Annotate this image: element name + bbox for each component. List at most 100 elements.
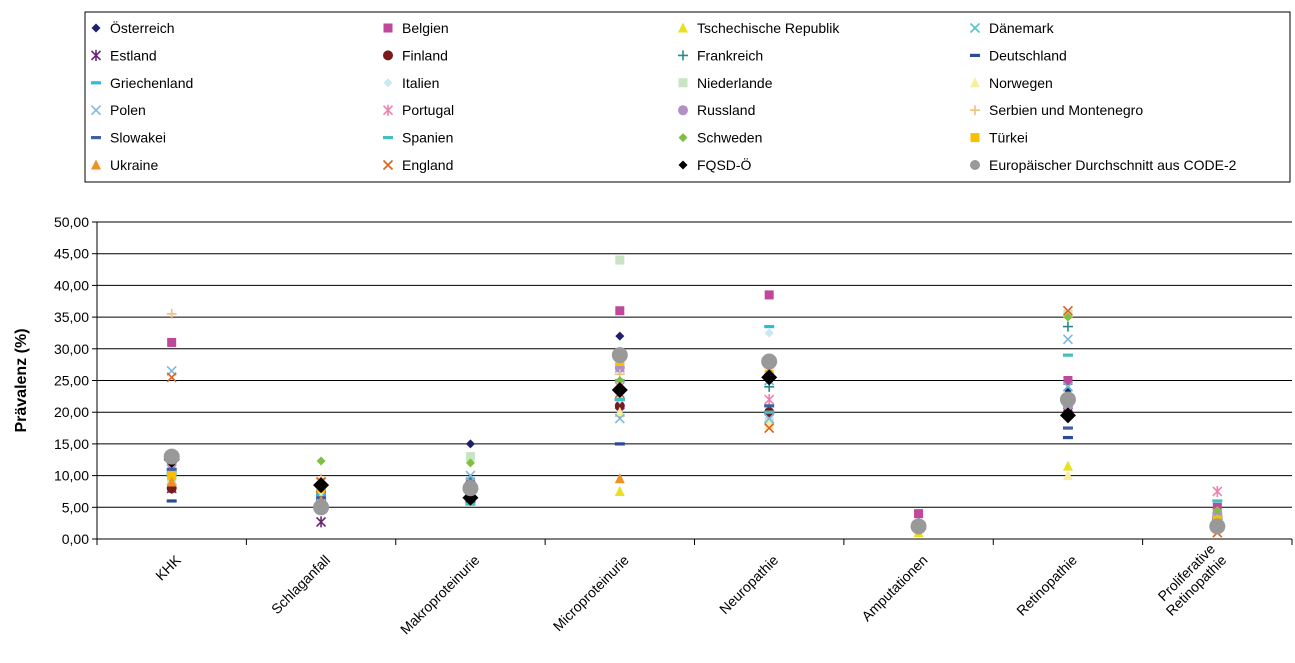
legend-box xyxy=(84,11,1291,183)
legend-marker xyxy=(678,133,688,143)
point-microproteinurie xyxy=(614,406,625,417)
y-tick-label: 20,00 xyxy=(54,404,89,420)
point-retinopathie xyxy=(1059,391,1076,408)
legend-item-belgien: Belgien xyxy=(383,20,449,36)
legend-marker xyxy=(91,81,101,85)
point-amputationen xyxy=(914,509,924,519)
point-microproteinurie xyxy=(614,397,625,402)
y-tick-label: 15,00 xyxy=(54,436,89,452)
legend-label: Schweden xyxy=(697,130,762,146)
point-proliferative-retinopathie xyxy=(1212,505,1222,515)
legend-label: Italien xyxy=(402,75,439,91)
legend-marker xyxy=(382,104,394,116)
legend-item-estland: Estland xyxy=(90,47,157,63)
y-tick-label: 5,00 xyxy=(62,499,89,515)
legend-marker xyxy=(678,78,688,88)
point-makroproteinurie xyxy=(465,470,476,481)
point-retinopathie xyxy=(1062,353,1073,357)
point-retinopathie xyxy=(1062,470,1073,481)
legend-label: Portugal xyxy=(402,102,454,118)
point-neuropathie xyxy=(764,413,775,424)
legend-label: Frankreich xyxy=(697,47,763,63)
point-microproteinurie xyxy=(615,331,625,341)
point-retinopathie xyxy=(1063,312,1073,322)
point-schlaganfall xyxy=(315,516,327,528)
point-microproteinurie xyxy=(614,413,625,424)
y-axis-label: Prävalenz (%) xyxy=(13,328,30,432)
point-neuropathie xyxy=(764,419,775,430)
legend-item-europaeischer-durchschnitt-aus-code-2: Europäischer Durchschnitt aus CODE-2 xyxy=(970,157,1237,173)
legend-item-griechenland: Griechenland xyxy=(91,75,193,91)
legend-label: Spanien xyxy=(402,130,453,146)
legend-item-polen: Polen xyxy=(90,102,146,118)
legend-label: England xyxy=(402,157,453,173)
point-khk xyxy=(167,337,177,347)
point-microproteinurie xyxy=(615,376,625,385)
point-schlaganfall xyxy=(313,477,330,494)
point-khk xyxy=(166,467,177,471)
legend-item-deutschland: Deutschland xyxy=(970,47,1067,63)
point-retinopathie xyxy=(1062,426,1073,430)
y-tick-label: 0,00 xyxy=(62,531,89,547)
legend-marker xyxy=(383,23,393,33)
legend: Österreich Belgien Tschechische Republik Dä… xyxy=(84,11,1291,183)
legend-item-schweden: Schweden xyxy=(678,130,762,146)
point-khk xyxy=(166,308,177,319)
point-microproteinurie xyxy=(614,485,625,496)
legend-marker xyxy=(90,105,102,116)
legend-label: Dänemark xyxy=(989,20,1055,36)
legend-label: Estland xyxy=(110,47,157,63)
point-amputationen xyxy=(910,518,927,535)
point-retinopathie xyxy=(1062,305,1074,316)
data-points xyxy=(163,255,1226,538)
legend-item-fqsd-oe: FQSD-Ö xyxy=(678,156,752,173)
point-proliferative-retinopathie xyxy=(1212,485,1223,497)
legend-item-italien: Italien xyxy=(383,75,439,91)
point-neuropathie xyxy=(764,404,775,408)
legend-label: Ukraine xyxy=(110,157,158,173)
point-neuropathie xyxy=(761,353,778,370)
legend-item-oesterreich: Österreich xyxy=(91,19,175,36)
y-tick-label: 40,00 xyxy=(54,277,89,293)
legend-marker xyxy=(970,160,980,170)
point-neuropathie xyxy=(761,369,778,386)
legend-marker xyxy=(969,22,981,34)
legend-item-russland: Russland xyxy=(678,102,755,118)
legend-label: FQSD-Ö xyxy=(697,156,752,173)
legend-item-england: England xyxy=(382,157,453,173)
point-proliferative-retinopathie xyxy=(1212,499,1223,503)
legend-item-portugal: Portugal xyxy=(382,102,454,118)
y-tick-label: 50,00 xyxy=(54,214,89,230)
point-makroproteinurie xyxy=(465,452,475,462)
point-neuropathie xyxy=(764,328,774,338)
legend-item-daenemark: Dänemark xyxy=(969,20,1055,36)
legend-label: Norwegen xyxy=(989,75,1053,91)
legend-label: Österreich xyxy=(110,19,175,36)
legend-item-norwegen: Norwegen xyxy=(970,75,1053,91)
point-retinopathie xyxy=(1062,334,1074,345)
point-khk xyxy=(166,499,177,503)
legend-item-spanien: Spanien xyxy=(383,130,453,146)
point-neuropathie xyxy=(764,422,775,434)
point-microproteinurie xyxy=(611,382,628,399)
point-neuropathie xyxy=(764,394,775,406)
point-retinopathie xyxy=(1063,376,1073,385)
legend-marker xyxy=(678,105,688,116)
legend-marker xyxy=(91,23,101,33)
legend-marker xyxy=(383,50,393,61)
legend-marker xyxy=(970,133,980,143)
point-neuropathie xyxy=(764,290,774,300)
y-tick-label: 35,00 xyxy=(54,309,89,325)
legend-marker xyxy=(970,105,980,116)
legend-item-tschechische-republik: Tschechische Republik xyxy=(678,20,840,36)
point-microproteinurie xyxy=(614,400,625,411)
point-khk xyxy=(167,471,177,481)
legend-label: Europäischer Durchschnitt aus CODE-2 xyxy=(989,157,1237,173)
point-neuropathie xyxy=(764,410,775,414)
point-microproteinurie xyxy=(614,442,625,446)
point-makroproteinurie xyxy=(465,439,475,449)
legend-marker xyxy=(678,22,688,33)
legend-label: Griechenland xyxy=(110,75,193,91)
legend-label: Deutschland xyxy=(989,47,1067,63)
legend-marker xyxy=(382,159,394,171)
